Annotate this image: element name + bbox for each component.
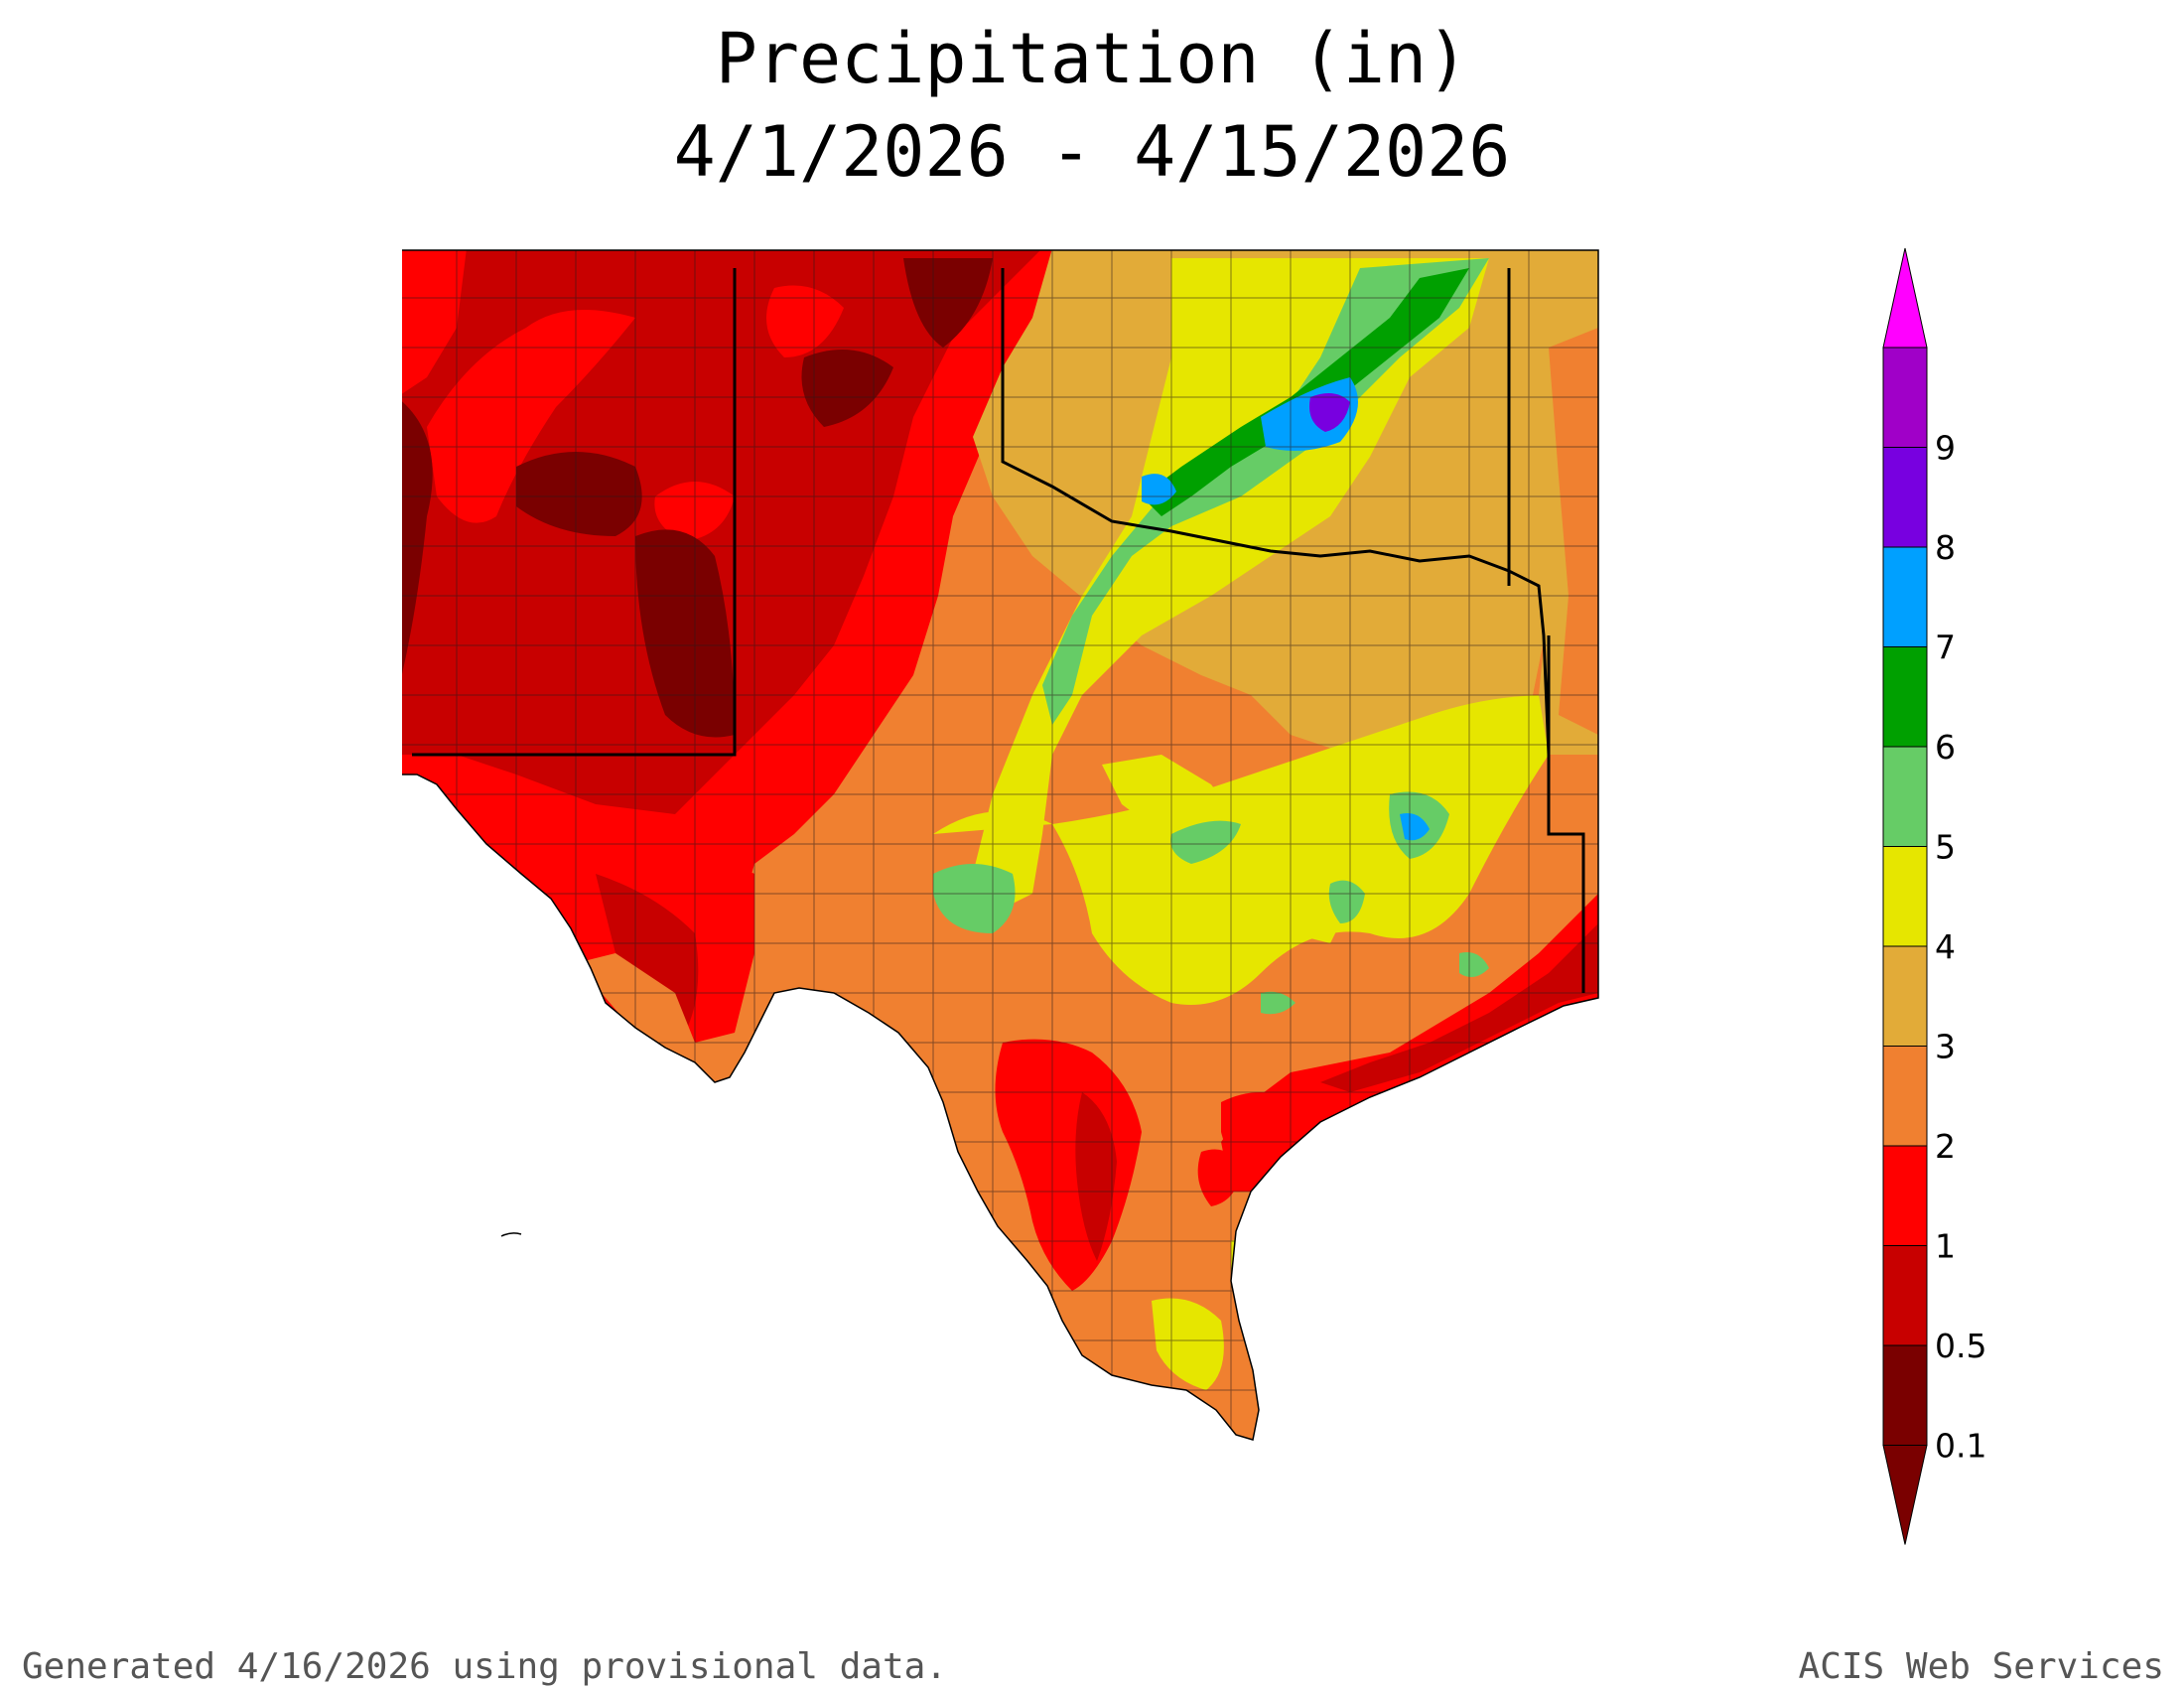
legend-bin-0.1 <box>1882 1344 1928 1446</box>
state-boundaries <box>412 268 1585 993</box>
contour-7-8in <box>1309 393 1350 432</box>
new-mexico-border <box>412 268 737 757</box>
contour-4-5in <box>1042 258 1489 725</box>
legend-high-cap <box>1882 247 1928 349</box>
legend-colorbar: 0.1 0.5 1 2 3 4 5 6 7 8 9 <box>1882 247 1986 1545</box>
precip-contours <box>402 250 1598 1440</box>
legend-bin-5 <box>1882 746 1928 847</box>
legend-bin-2 <box>1882 1046 1928 1147</box>
legend-bin-4 <box>1882 846 1928 947</box>
coastline <box>402 249 1599 1441</box>
legend-label-4: 4 <box>1935 927 1956 966</box>
legend-bin-3 <box>1882 945 1928 1047</box>
louisiana-border <box>1547 635 1585 993</box>
legend-bin-9 <box>1882 347 1928 448</box>
island-outline <box>500 1232 522 1237</box>
map-title: Precipitation (in) <box>715 18 1469 99</box>
legend-bin-6 <box>1882 646 1928 748</box>
legend-label-2: 2 <box>1935 1127 1956 1166</box>
legend-label-3: 3 <box>1935 1028 1956 1066</box>
date-range: 4/1/2026 - 4/15/2026 <box>673 111 1511 193</box>
legend-label-7: 7 <box>1935 629 1956 667</box>
contour-5-6in <box>1142 268 1469 516</box>
legend-bin-7 <box>1882 546 1928 647</box>
generated-note: Generated 4/16/2026 using provisional da… <box>22 1646 947 1687</box>
legend-label-9: 9 <box>1935 429 1956 468</box>
legend-label-5: 5 <box>1935 828 1956 867</box>
oklahoma-texas-border <box>1001 268 1551 756</box>
legend-label-0.5: 0.5 <box>1935 1327 1986 1365</box>
contour-3-4in <box>973 258 1489 914</box>
source-credit: ACIS Web Services <box>1798 1646 2164 1687</box>
legend-bin-0.5 <box>1882 1245 1928 1346</box>
legend-low-cap <box>1882 1445 1928 1545</box>
legend-label-1: 1 <box>1935 1227 1956 1266</box>
legend-label-0.1: 0.1 <box>1935 1427 1986 1466</box>
legend-label-6: 6 <box>1935 728 1956 767</box>
legend-bin-1 <box>1882 1145 1928 1246</box>
legend-bin-8 <box>1882 447 1928 548</box>
legend-label-8: 8 <box>1935 528 1956 567</box>
